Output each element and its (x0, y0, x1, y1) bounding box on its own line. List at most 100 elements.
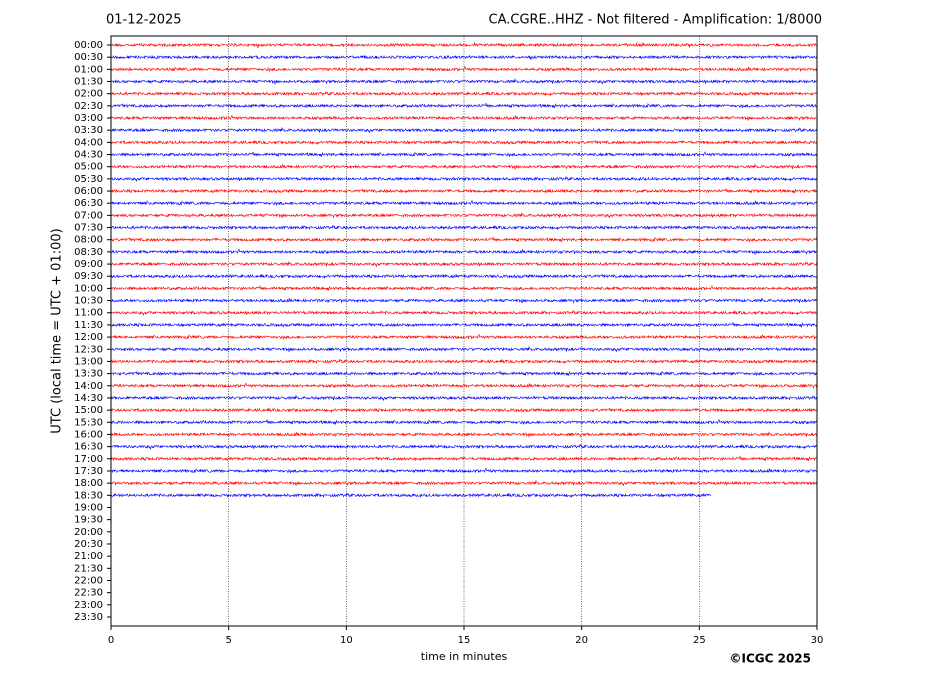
y-tick-label: 01:30 (74, 77, 103, 88)
y-tick-label: 16:30 (74, 442, 103, 453)
y-tick-label: 09:30 (74, 271, 103, 282)
y-tick-label: 02:00 (74, 89, 103, 100)
trace (110, 345, 818, 353)
y-tick-label: 03:30 (74, 125, 103, 136)
y-tick-label: 13:00 (74, 356, 103, 367)
y-tick-label: 23:00 (74, 600, 103, 611)
trace (110, 236, 818, 243)
y-tick-label: 18:00 (74, 478, 103, 489)
y-tick-label: 10:00 (74, 283, 103, 294)
trace (110, 358, 818, 365)
trace (110, 419, 818, 426)
y-tick-label: 10:30 (74, 296, 103, 307)
y-tick-label: 06:30 (74, 198, 103, 209)
y-tick-label: 16:00 (74, 429, 103, 440)
y-tick-label: 14:30 (74, 393, 103, 404)
y-tick-label: 15:00 (74, 405, 103, 416)
trace (110, 91, 818, 97)
x-tick-label: 25 (693, 635, 706, 646)
trace (110, 297, 818, 304)
trace (110, 176, 818, 183)
trace (110, 431, 818, 438)
trace (110, 394, 818, 402)
trace (110, 54, 818, 60)
trace (110, 444, 818, 450)
trace (110, 370, 818, 377)
y-tick-label: 04:00 (74, 137, 103, 148)
y-tick-label: 03:00 (74, 113, 103, 124)
trace (110, 78, 818, 85)
y-tick-label: 09:00 (74, 259, 103, 270)
y-tick-label: 13:30 (74, 369, 103, 380)
trace (110, 102, 818, 109)
trace (110, 212, 818, 219)
trace (110, 225, 818, 231)
trace (110, 42, 818, 49)
y-tick-label: 20:00 (74, 527, 103, 538)
y-tick-label: 22:30 (74, 588, 103, 599)
y-tick-label: 00:00 (74, 40, 103, 51)
y-tick-label: 18:30 (74, 490, 103, 501)
y-tick-label: 00:30 (74, 52, 103, 63)
y-tick-label: 21:00 (74, 551, 103, 562)
y-tick-label: 01:00 (74, 64, 103, 75)
y-tick-label: 08:30 (74, 247, 103, 258)
date: 01-12-2025 (106, 13, 182, 28)
trace (110, 248, 818, 256)
trace (110, 285, 818, 292)
y-tick-label: 11:00 (74, 308, 103, 319)
x-tick-label: 20 (575, 635, 588, 646)
x-tick-label: 0 (108, 635, 114, 646)
y-tick-label: 05:30 (74, 174, 103, 185)
y-tick-label: 14:00 (74, 381, 103, 392)
y-tick-label: 04:30 (74, 150, 103, 161)
y-tick-label: 02:30 (74, 101, 103, 112)
plot-frame (110, 35, 818, 627)
trace (110, 407, 818, 413)
y-tick-label: 12:30 (74, 344, 103, 355)
trace (110, 260, 818, 268)
trace (110, 492, 712, 499)
y-tick-label: 19:30 (74, 515, 103, 526)
trace (110, 188, 818, 194)
trace (110, 334, 818, 340)
y-tick-label: 12:00 (74, 332, 103, 343)
trace (110, 455, 818, 462)
chart-title: CA.CGRE..HHZ - Not filtered - Amplificat… (489, 13, 823, 28)
trace (110, 322, 818, 328)
trace (110, 66, 818, 73)
y-tick-label: 07:30 (74, 223, 103, 234)
y-tick-label: 11:30 (74, 320, 103, 331)
y-tick-label: 15:30 (74, 417, 103, 428)
y-tick-label: 19:00 (74, 502, 103, 513)
y-tick-label: 22:00 (74, 575, 103, 586)
trace (110, 479, 818, 487)
trace (110, 126, 818, 134)
y-tick-label: 23:30 (74, 612, 103, 623)
trace (110, 382, 818, 389)
trace (110, 115, 818, 122)
y-tick-label: 08:00 (74, 235, 103, 246)
y-tick-label: 20:30 (74, 539, 103, 550)
trace (110, 139, 818, 146)
trace (110, 151, 818, 158)
y-tick-label: 07:00 (74, 210, 103, 221)
x-tick-label: 5 (225, 635, 231, 646)
x-tick-label: 15 (458, 635, 471, 646)
y-tick-label: 21:30 (74, 563, 103, 574)
y-axis-label: UTC (local time = UTC + 01:00) (50, 228, 65, 433)
x-tick-label: 10 (340, 635, 353, 646)
y-tick-label: 17:00 (74, 454, 103, 465)
trace (110, 467, 818, 474)
y-tick-label: 05:00 (74, 162, 103, 173)
y-tick-label: 06:00 (74, 186, 103, 197)
credit: ©ICGC 2025 (729, 652, 811, 666)
trace (110, 310, 818, 317)
trace (110, 163, 818, 170)
trace (110, 200, 818, 207)
y-tick-label: 17:30 (74, 466, 103, 477)
x-axis-label: time in minutes (421, 650, 508, 663)
trace (110, 273, 818, 280)
